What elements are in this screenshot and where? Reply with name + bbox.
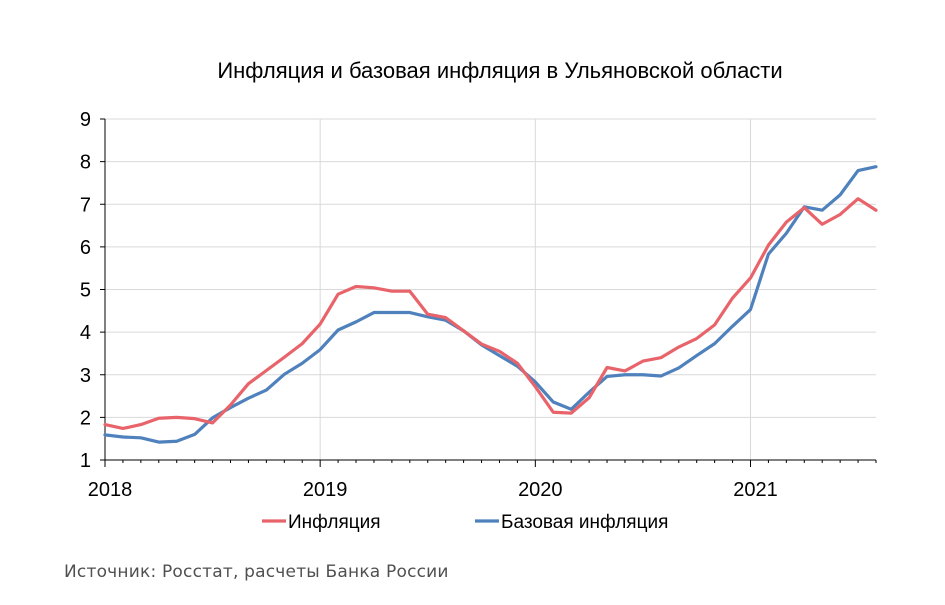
y-tick-label: 4 [80, 322, 91, 344]
y-tick-label: 8 [80, 152, 91, 174]
legend-inflation-label: Инфляция [288, 512, 381, 533]
x-tick-label: 2020 [518, 479, 563, 501]
x-axis-tick-labels: 2018 2019 2020 2021 [88, 479, 778, 501]
y-axis-tick-labels: 1 2 3 4 5 6 7 8 9 [80, 109, 91, 472]
y-tick-label: 9 [80, 109, 91, 131]
chart-title: Инфляция и базовая инфляция в Ульяновско… [217, 58, 782, 83]
y-tick-label: 7 [80, 194, 91, 216]
inflation-line [103, 197, 878, 431]
y-tick-label: 1 [80, 450, 91, 472]
axes [100, 118, 877, 467]
grid [105, 118, 876, 460]
x-tick-label: 2021 [733, 479, 778, 501]
series-lines [103, 165, 878, 444]
x-tick-label: 2019 [303, 479, 348, 501]
y-tick-label: 3 [80, 365, 91, 387]
source-note: Источник: Росстат, расчеты Банка России [64, 562, 449, 582]
core-inflation-line [103, 165, 878, 444]
y-tick-label: 2 [80, 407, 91, 429]
x-tick-label: 2018 [88, 479, 133, 501]
y-tick-label: 6 [80, 237, 91, 259]
legend: Инфляция Базовая инфляция [262, 512, 668, 533]
y-tick-label: 5 [80, 280, 91, 302]
legend-core-inflation-label: Базовая инфляция [501, 512, 668, 533]
